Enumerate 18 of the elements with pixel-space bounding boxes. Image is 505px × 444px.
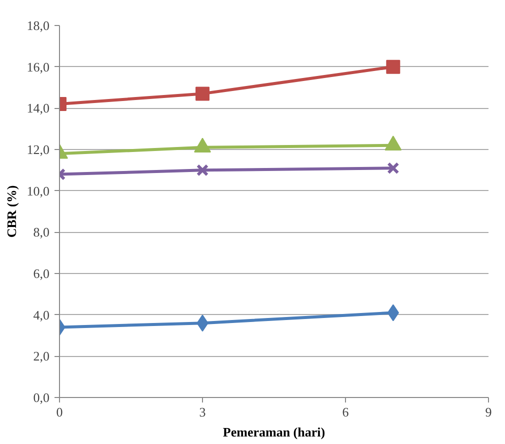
x-axis-title: Pemeraman (hari) [222,424,326,440]
x-tick-label: 9 [485,404,492,420]
x-tick-label: 0 [56,404,63,420]
y-tick-label: 18,0 [26,18,50,33]
y-axis-title: CBR (%) [4,185,19,238]
point [386,60,400,74]
y-tick-label: 16,0 [26,59,50,74]
point [387,162,400,174]
y-tick-label: 0,0 [33,390,50,405]
y-tick-label: 12,0 [26,142,50,157]
y-tick-label: 6,0 [33,266,50,281]
x-tick-label: 3 [199,404,206,420]
y-tick-label: 8,0 [33,224,50,240]
y-tick-label: 14,0 [26,100,50,116]
x-tick-label: 6 [342,404,350,420]
y-tick-label: 10,0 [26,183,50,198]
y-tick-label: 2,0 [33,348,50,364]
y-tick-label: 4,0 [33,307,50,322]
